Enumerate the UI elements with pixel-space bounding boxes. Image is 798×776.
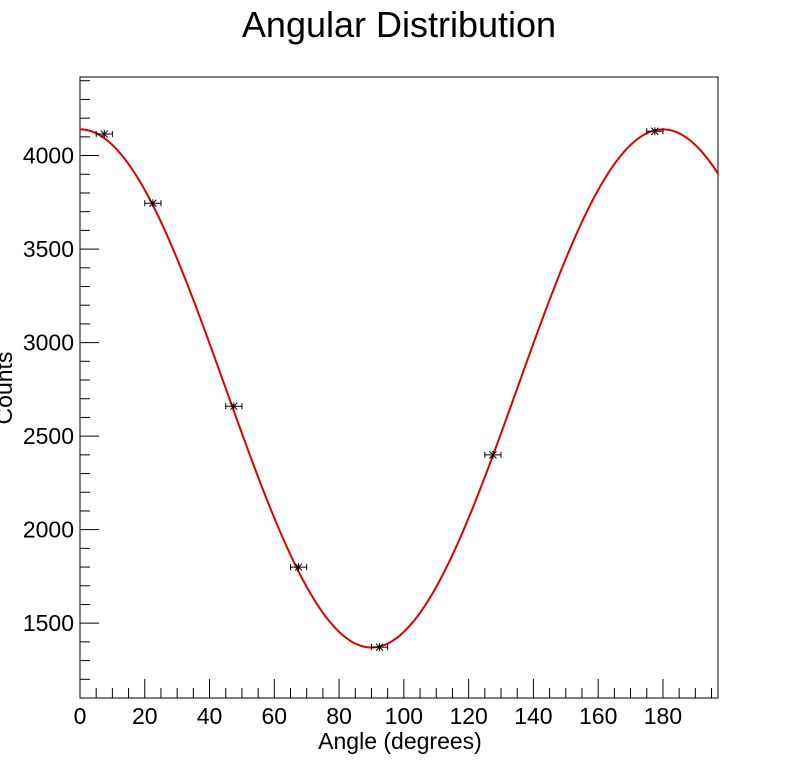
star-marker <box>100 130 109 139</box>
star-marker <box>375 643 384 652</box>
data-point <box>484 450 502 459</box>
x-axis-ticks <box>79 679 713 698</box>
fit-curve-line <box>79 128 719 649</box>
x-tick-label: 40 <box>197 703 223 729</box>
x-axis-tick-labels: 0 20 40 60 80 100 120 140 160 180 <box>74 703 683 729</box>
data-point <box>290 563 308 572</box>
x-tick-label: 0 <box>74 703 87 729</box>
chart-title: Angular Distribution <box>242 4 556 45</box>
x-tick-label: 20 <box>132 703 158 729</box>
star-marker <box>489 450 497 459</box>
x-tick-label: 160 <box>579 703 617 729</box>
y-axis-ticks <box>80 80 99 699</box>
x-tick-label: 60 <box>262 703 288 729</box>
star-marker <box>650 127 659 136</box>
x-tick-label: 180 <box>644 703 682 729</box>
x-axis-label: Angle (degrees) <box>318 728 482 754</box>
x-tick-label: 100 <box>385 703 423 729</box>
data-point <box>370 643 389 652</box>
x-tick-label: 80 <box>326 703 352 729</box>
y-tick-label: 3500 <box>23 236 74 262</box>
y-tick-label: 2000 <box>23 517 74 543</box>
data-points <box>95 127 664 652</box>
data-point <box>646 127 664 136</box>
x-tick-label: 120 <box>449 703 487 729</box>
data-point <box>144 199 162 208</box>
y-axis-label: Counts <box>0 352 17 425</box>
data-point <box>95 130 113 139</box>
y-tick-label: 1500 <box>23 610 74 636</box>
y-tick-label: 3000 <box>23 330 74 356</box>
plot-frame <box>79 76 719 699</box>
y-tick-label: 2500 <box>23 423 74 449</box>
star-marker <box>229 402 238 411</box>
y-axis-tick-labels: 1500 2000 2500 3000 3500 4000 <box>23 143 74 637</box>
star-marker <box>294 563 303 572</box>
y-tick-label: 4000 <box>23 143 74 169</box>
data-point <box>225 402 243 411</box>
star-marker <box>149 199 157 208</box>
x-tick-label: 140 <box>514 703 552 729</box>
